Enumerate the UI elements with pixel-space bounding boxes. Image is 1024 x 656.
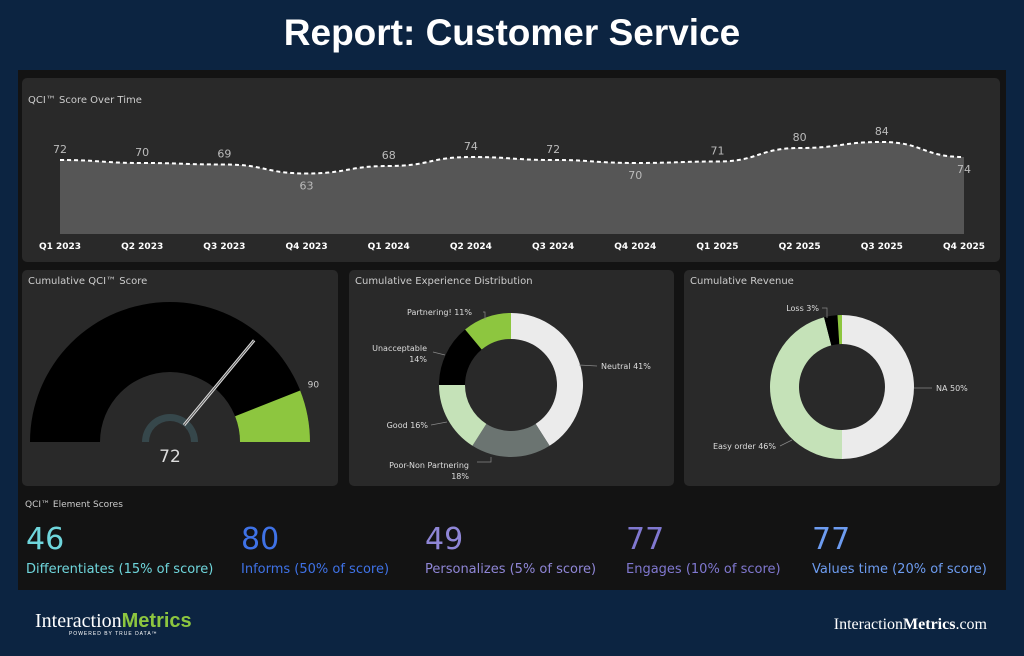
x-tick-label: Q4 2024 [614, 242, 656, 252]
score-label: Differentiates (15% of score) [26, 562, 214, 577]
donut-slice [770, 317, 842, 459]
score-value: 77 [812, 522, 851, 557]
page-title: Report: Customer Service [283, 12, 741, 53]
slice-label: 18% [451, 472, 469, 481]
x-tick-label: Q1 2024 [368, 242, 410, 252]
leader-line [477, 457, 492, 463]
dashboard: QCI™ Score Over Time 72 Q1 2023 70 Q2 2023 6… [18, 70, 1006, 590]
x-tick-label: Q1 2025 [696, 242, 738, 252]
donut-slice [842, 315, 914, 459]
data-label: 63 [300, 180, 314, 193]
gauge-band [30, 302, 310, 442]
revenue-title: Cumulative Revenue [690, 276, 794, 287]
slice-label: Loss 3% [786, 304, 819, 313]
data-label: 68 [382, 149, 396, 162]
leader-line [483, 311, 486, 320]
donut-slice [439, 329, 482, 385]
score-label: Personalizes (5% of score) [425, 562, 597, 577]
x-tick-label: Q4 2023 [285, 242, 327, 252]
experience-card: Cumulative Experience Distribution Neutr… [349, 270, 674, 486]
score-personalizes: 49 Personalizes (5% of score) [425, 522, 596, 577]
x-tick-label: Q4 2025 [943, 242, 985, 252]
data-label: 84 [875, 125, 889, 138]
x-tick-label: Q3 2024 [532, 242, 574, 252]
gauge-value-arc [142, 414, 198, 442]
score-label: Values time (20% of score) [812, 562, 987, 577]
donut-slice [465, 313, 511, 350]
gauge-target-label: 90 [308, 381, 320, 391]
score-engages: 77 Engages (10% of score) [626, 522, 781, 577]
slice-label: Unacceptable [372, 344, 427, 353]
donut-slice [837, 315, 842, 345]
score-values-time: 77 Values time (20% of score) [812, 522, 987, 577]
x-tick-label: Q2 2024 [450, 242, 492, 252]
x-tick-label: Q1 2023 [39, 242, 81, 252]
element-scores-title: QCI™ Element Scores [25, 500, 123, 510]
line-chart: 72 Q1 2023 70 Q2 2023 69 Q3 2023 63 Q4 2023 68 Q1… [39, 125, 985, 252]
leader-line [822, 307, 828, 318]
x-tick-label: Q2 2025 [779, 242, 821, 252]
line-chart-title: QCI™ Score Over Time [28, 95, 142, 106]
gauge-needle-center [183, 339, 255, 426]
data-label: 72 [546, 143, 560, 156]
experience-title: Cumulative Experience Distribution [355, 276, 533, 287]
revenue-donut: NA 50% Easy order 46% Loss 3% [713, 304, 968, 459]
data-label: 70 [628, 169, 642, 182]
x-tick-label: Q2 2023 [121, 242, 163, 252]
score-differentiates: 46 Differentiates (15% of score) [26, 522, 213, 577]
data-label: 74 [957, 163, 971, 176]
data-label: 69 [217, 148, 231, 161]
data-label: 72 [53, 143, 67, 156]
score-informs: 80 Informs (50% of score) [241, 522, 389, 577]
data-label: 70 [135, 146, 149, 159]
x-tick-label: Q3 2023 [203, 242, 245, 252]
gauge-card: Cumulative QCI™ Score 90 72 [22, 270, 338, 486]
line-chart-card: QCI™ Score Over Time 72 Q1 2023 70 Q2 2023 6… [22, 78, 1000, 262]
interaction-metrics-logo: InteractionMetrics POWERED BY TRUE DATA™ [35, 610, 192, 637]
score-value: 46 [26, 522, 65, 557]
slice-label: Easy order 46% [713, 442, 776, 451]
slice-label: Good 16% [387, 421, 429, 430]
gauge-title: Cumulative QCI™ Score [28, 276, 148, 287]
slice-label: Poor-Non Partnering [389, 461, 469, 470]
slice-label: Partnering! 11% [407, 308, 472, 317]
score-label: Informs (50% of score) [241, 562, 390, 577]
donut-slice [511, 313, 583, 446]
leader-line [430, 421, 448, 426]
donut-slice [472, 423, 550, 457]
slice-label: NA 50% [936, 384, 968, 393]
slice-label: 14% [409, 355, 427, 364]
revenue-card: Cumulative Revenue NA 50% Easy order 46% L… [684, 270, 1000, 486]
score-value: 49 [425, 522, 464, 557]
area-fill [60, 142, 964, 234]
donut-slice [824, 315, 840, 346]
data-label: 71 [710, 145, 724, 158]
leader-line [578, 364, 598, 367]
slice-label: Neutral 41% [601, 362, 651, 371]
leader-line [779, 439, 793, 447]
gauge-chart: 90 72 [30, 302, 320, 467]
score-value: 80 [241, 522, 280, 557]
gauge-target-band [235, 390, 310, 442]
data-label: 80 [793, 131, 807, 144]
experience-donut: Neutral 41% Poor-Non Partnering 18% Good 16… [372, 308, 651, 481]
leader-line [432, 351, 446, 356]
score-value: 77 [626, 522, 665, 557]
gauge-value: 72 [159, 447, 181, 467]
score-label: Engages (10% of score) [626, 562, 781, 577]
x-tick-label: Q3 2025 [861, 242, 903, 252]
data-label: 74 [464, 140, 478, 153]
donut-slice [439, 385, 487, 446]
website-url[interactable]: InteractionMetrics.com [833, 616, 987, 633]
